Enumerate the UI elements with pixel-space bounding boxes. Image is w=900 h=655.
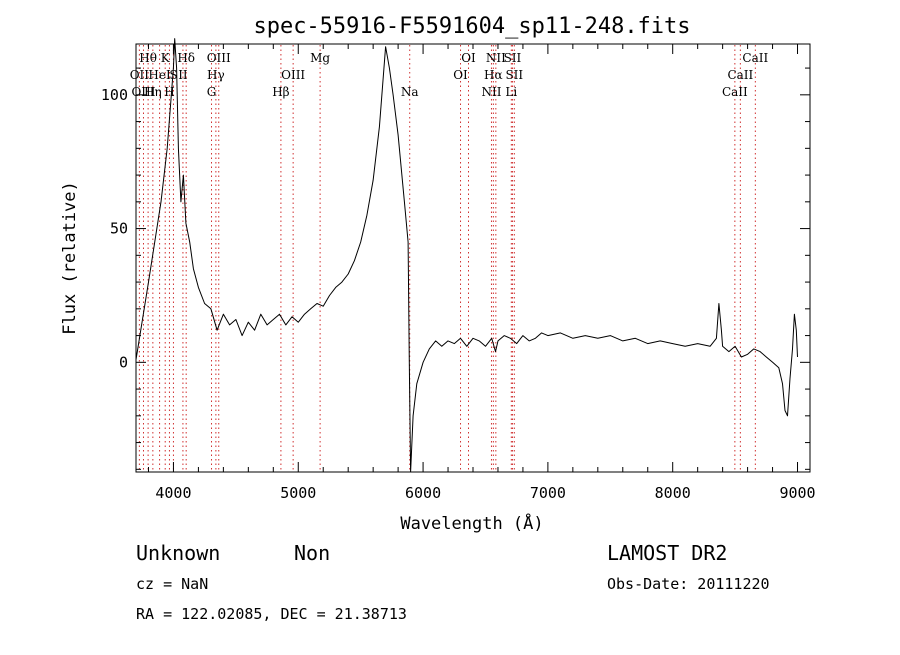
spectral-line-label: OI [461,51,476,65]
x-tick-label: 7000 [530,484,566,502]
y-tick-label: 100 [101,86,128,104]
spectral-line-label: Li [505,85,517,99]
spectral-line-label: SII [505,68,523,82]
spectral-line-label: K [161,51,171,65]
footer-cz: cz = NaN [136,575,208,593]
spectral-line-label: II [178,68,188,82]
footer-survey: LAMOST DR2 [607,541,727,565]
plot-frame [135,43,811,473]
spectral-line-label: Mg [310,51,330,65]
series-layer [135,38,798,473]
spectral-line-label: Na [401,85,419,99]
spectral-line-label: Hβ [272,85,289,99]
y-tick-labels: 0 50 100 [101,86,128,372]
spectral-line-label: OI [453,68,468,82]
x-tick-label: 8000 [655,484,691,502]
x-tick-label: 9000 [779,484,815,502]
spectral-line-label: Hγ [207,68,225,82]
spectral-line-label: H [164,85,174,99]
axis-ticks [136,44,810,472]
footer-coords: RA = 122.02085, DEC = 21.38713 [136,605,407,623]
spectral-line-label: HeI [148,68,171,82]
spectral-line-label: OIII [281,68,305,82]
spectrum-line [135,38,798,473]
spectral-line-label: CaII [742,51,768,65]
spectral-line-label: Hδ [177,51,195,65]
x-tick-label: 6000 [405,484,441,502]
spectral-line-label: NII [486,51,506,65]
y-axis-label: Flux (relative) [60,181,80,335]
spectral-line-markers [138,45,756,471]
footer-obs-date: Obs-Date: 20111220 [607,575,770,593]
spectral-line-label: CaII [722,85,748,99]
spectral-line-label: SII [504,51,522,65]
spectral-line-label: CaII [727,68,753,82]
spectral-line-label: G [207,85,217,99]
x-axis-label: Wavelength (Å) [400,512,543,534]
spectral-line-label: S [169,68,177,82]
y-tick-label: 0 [119,353,128,371]
chart-title: spec-55916-F5591604_sp11-248.fits [253,14,690,39]
spectral-line-label: OII [130,68,150,82]
footer-subclass: Non [294,541,330,565]
x-tick-labels: 4000 5000 6000 7000 8000 9000 [155,484,815,502]
spectral-line-label: Hθ [139,51,157,65]
y-tick-label: 50 [110,220,128,238]
x-tick-label: 4000 [155,484,191,502]
x-tick-label: 5000 [280,484,316,502]
spectral-line-label: OIII [131,85,155,99]
spectral-line-label: Hα [484,68,503,82]
footer-classification: Unknown [136,541,220,565]
spectral-line-label: OIII [207,51,231,65]
spectral-line-label: Hη [144,85,162,99]
spectral-line-label: NII [481,85,501,99]
